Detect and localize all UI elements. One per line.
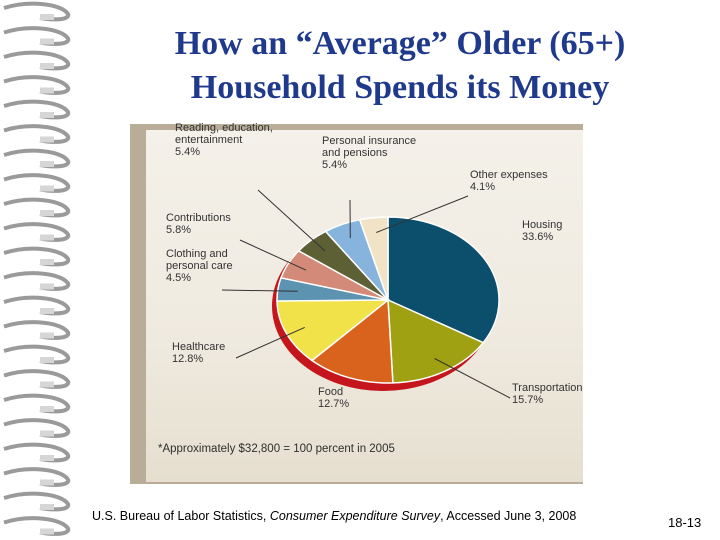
binding-ring xyxy=(3,197,71,218)
leader-line xyxy=(257,189,326,252)
pie-slice xyxy=(358,216,389,301)
slice-label: Transportation 15.7% xyxy=(512,382,583,406)
binding-ring xyxy=(3,148,71,169)
slice-name-label: Housing xyxy=(522,219,562,231)
binding-ring xyxy=(3,124,71,144)
source-title: Consumer Expenditure Survey xyxy=(269,509,441,523)
binding-ring xyxy=(3,1,71,22)
binding-ring xyxy=(3,271,71,291)
slice-value-label: 4.5% xyxy=(166,272,191,284)
slice-name-label: Personal insurance xyxy=(322,135,416,147)
slice-value-label: 33.6% xyxy=(522,231,553,243)
slice-name-label: Other expenses xyxy=(470,169,548,181)
binding-ring xyxy=(3,491,71,512)
slice-label: Food 12.7% xyxy=(318,386,349,410)
pie-slice xyxy=(310,298,394,384)
binding-hole xyxy=(40,455,54,461)
binding-hole xyxy=(40,479,54,486)
binding-hole xyxy=(40,259,54,265)
binding-hole xyxy=(40,87,54,94)
binding-hole xyxy=(40,112,54,118)
leader-line xyxy=(239,239,307,271)
binding-hole xyxy=(40,357,54,363)
leader-line xyxy=(221,289,298,292)
slice-value-label: 5.4% xyxy=(175,146,200,158)
binding-ring xyxy=(3,295,71,316)
spiral-binding xyxy=(3,1,71,536)
slice-value-label: 15.7% xyxy=(512,394,543,406)
binding-hole xyxy=(40,430,54,437)
binding-ring xyxy=(3,75,71,95)
slice-name-label: entertainment xyxy=(175,134,242,146)
binding-ring xyxy=(3,222,71,242)
binding-hole xyxy=(40,504,54,510)
title-line-1: How an “Average” Older (65+) xyxy=(174,25,626,62)
binding-hole xyxy=(40,381,54,388)
slice-name-label: Food xyxy=(318,386,343,398)
pie-slice xyxy=(387,298,485,384)
slice-name-label: personal care xyxy=(166,260,233,272)
source-suffix: , Accessed June 3, 2008 xyxy=(440,509,577,523)
slide-title: How an “Average” Older (65+) Household S… xyxy=(90,22,710,110)
binding-ring xyxy=(3,418,71,438)
binding-ring xyxy=(3,320,71,340)
slide-number: 18-13 xyxy=(668,515,702,530)
binding-ring xyxy=(3,467,71,487)
slice-label: Clothing and personal care 4.5% xyxy=(166,248,233,284)
binding-ring xyxy=(3,99,71,120)
binding-hole xyxy=(40,14,54,20)
binding-ring xyxy=(3,50,71,71)
slice-name-label: Transportation xyxy=(512,382,583,394)
source-citation: U.S. Bureau of Labor Statistics, Consume… xyxy=(92,509,576,523)
binding-ring xyxy=(3,173,71,193)
slice-label: Other expenses 4.1% xyxy=(470,169,548,193)
source-prefix: U.S. Bureau of Labor Statistics, xyxy=(92,509,270,523)
leader-line xyxy=(434,358,511,399)
chart-panel xyxy=(130,124,583,484)
binding-hole xyxy=(40,406,54,412)
binding-ring xyxy=(3,442,71,463)
binding-ring xyxy=(3,344,71,365)
title-line-2: Household Spends its Money xyxy=(190,69,610,106)
slice-label: Housing 33.6% xyxy=(522,219,562,243)
slice-value-label: 12.7% xyxy=(318,398,349,410)
binding-hole xyxy=(40,234,54,241)
slice-label: Healthcare 12.8% xyxy=(172,341,225,365)
binding-hole xyxy=(40,63,54,69)
slice-name-label: Clothing and xyxy=(166,248,228,260)
binding-ring xyxy=(3,26,71,46)
pie-slice xyxy=(387,216,500,344)
binding-hole xyxy=(40,308,54,314)
binding-hole xyxy=(40,332,54,339)
slice-value-label: 5.4% xyxy=(322,159,347,171)
slice-label: Reading, education, entertainment 5.4% xyxy=(175,122,273,158)
slice-value-label: 12.8% xyxy=(172,353,203,365)
chart-footnote: *Approximately $32,800 = 100 percent in … xyxy=(158,443,395,455)
slice-value-label: 4.1% xyxy=(470,181,495,193)
slice-label: Contributions 5.8% xyxy=(166,212,231,236)
slice-value-label: 5.8% xyxy=(166,224,191,236)
binding-hole xyxy=(40,283,54,290)
binding-ring xyxy=(3,246,71,267)
slice-name-label: and pensions xyxy=(322,147,388,159)
leader-line xyxy=(235,326,305,359)
slice-name-label: Reading, education, xyxy=(175,122,273,134)
slice-name-label: Contributions xyxy=(166,212,231,224)
binding-hole xyxy=(40,528,54,535)
binding-hole xyxy=(40,136,54,143)
binding-hole xyxy=(40,38,54,45)
binding-hole xyxy=(40,161,54,167)
binding-hole xyxy=(40,185,54,192)
binding-ring xyxy=(3,516,71,536)
binding-ring xyxy=(3,393,71,414)
binding-hole xyxy=(40,210,54,216)
slice-label: Personal insurance and pensions 5.4% xyxy=(322,135,416,171)
pie-slice xyxy=(276,299,391,362)
binding-ring xyxy=(3,369,71,389)
slice-name-label: Healthcare xyxy=(172,341,225,353)
leader-line xyxy=(376,195,469,233)
